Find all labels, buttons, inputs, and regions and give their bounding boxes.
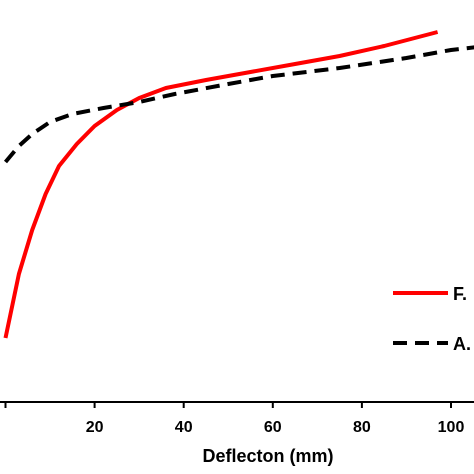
x-axis-ticks: 20 40 60 80 100: [4, 402, 465, 436]
x-axis-label: Deflecton (mm): [202, 446, 333, 466]
plot-area: [3, 30, 474, 339]
legend-label-f: F.: [453, 284, 467, 304]
x-tick-label: 40: [175, 419, 193, 436]
x-tick-label: 100: [438, 419, 465, 436]
x-tick-label: 20: [86, 419, 104, 436]
series-line-a: [3, 45, 474, 164]
x-tick-label: 80: [353, 419, 371, 436]
legend-label-a: A.: [453, 334, 471, 354]
series-line-f: [3, 30, 439, 339]
chart-legend: F. A.: [393, 284, 471, 354]
x-tick-label: 60: [264, 419, 282, 436]
